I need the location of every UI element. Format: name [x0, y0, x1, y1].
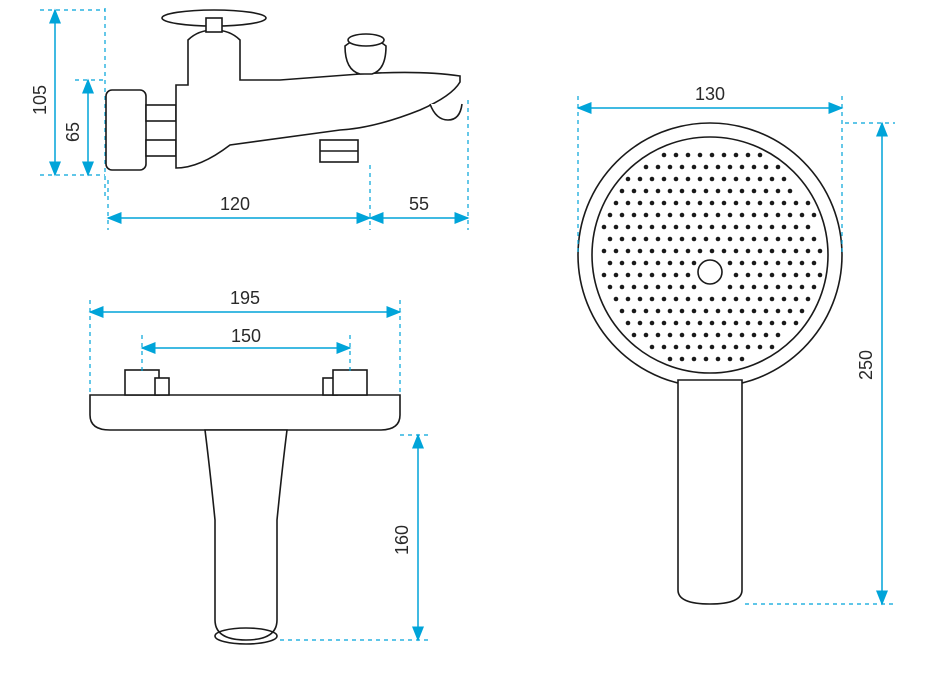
- dim-65: 65: [63, 122, 83, 142]
- faucet-front-view: 195 150 160: [90, 288, 430, 644]
- dim-150: 150: [231, 326, 261, 346]
- dim-105: 105: [30, 85, 50, 115]
- dim-250: 250: [856, 350, 876, 380]
- dim-130: 130: [695, 84, 725, 104]
- dim-195: 195: [230, 288, 260, 308]
- technical-drawing: 105 65 120 55 195 150: [0, 0, 928, 686]
- dim-160: 160: [392, 525, 412, 555]
- dim-55: 55: [409, 194, 429, 214]
- dim-120: 120: [220, 194, 250, 214]
- faucet-side-view: 105 65 120 55: [30, 8, 468, 230]
- hand-shower-view: 130 250: [578, 84, 895, 604]
